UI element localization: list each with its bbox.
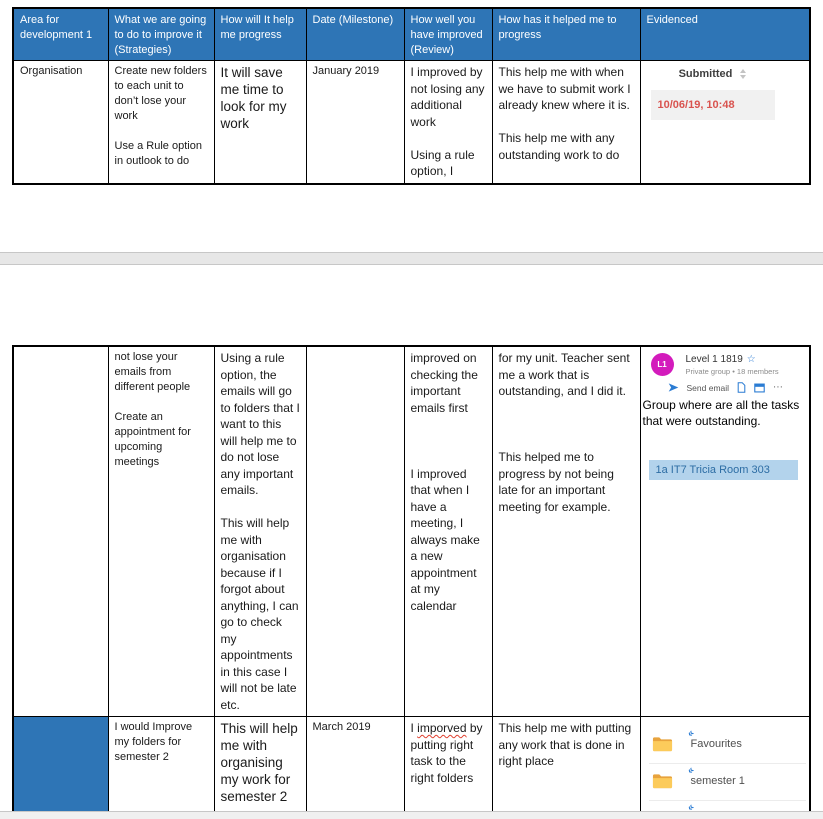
- cell-review: I improved by not losing any additional …: [403, 60, 493, 184]
- cell-area: Organisation: [12, 60, 109, 184]
- column-header-evidenced: Evidenced: [639, 7, 811, 61]
- cell-help: It will save me time to look for my work: [213, 60, 307, 184]
- column-header-date: Date (Milestone): [305, 7, 405, 61]
- calendar-icon[interactable]: [754, 383, 765, 393]
- cell-date-2: March 2019: [305, 716, 405, 819]
- send-email-icon[interactable]: [668, 382, 679, 393]
- column-header-help: How will It help me progress: [213, 7, 307, 61]
- cell-review-2: I imporved by putting right task to the …: [403, 716, 493, 819]
- column-header-progress: How has it helped me to progress: [491, 7, 641, 61]
- cell-area-continued: [12, 345, 109, 717]
- submission-timestamp: 10/06/19, 10:48: [650, 90, 775, 120]
- document-icon[interactable]: [737, 382, 746, 393]
- folder-icon: [652, 737, 672, 752]
- cell-strategies: Create new folders to each unit to don’t…: [107, 60, 215, 184]
- cell-date: January 2019: [305, 60, 405, 184]
- cell-evidence-submission: Submitted 10/06/19, 10:48: [639, 60, 811, 184]
- group-avatar: L1: [650, 353, 674, 376]
- cell-help-2: This will help me with organising my wor…: [213, 716, 307, 819]
- cell-progress-2: This help me with putting any work that …: [491, 716, 641, 819]
- teams-group-card: L1 Level 1 1819 ☆ Private group • 18 memb…: [650, 353, 805, 393]
- page-break-gap-bottom: [0, 811, 823, 819]
- cell-review-continued: improved on checking the important email…: [403, 345, 493, 717]
- column-header-strategies: What we are going to do to improve it (S…: [107, 7, 215, 61]
- group-title: Level 1 1819: [685, 354, 743, 365]
- room-channel-item[interactable]: 1a IT7 Tricia Room 303: [648, 460, 798, 480]
- group-subtitle: Private group • 18 members: [685, 367, 779, 376]
- misspelled-word: imporved: [417, 721, 467, 735]
- cell-progress: This help me with when we have to submit…: [491, 60, 641, 184]
- development-plan-table-page2: not lose your emails from different peop…: [12, 345, 811, 819]
- favourite-star-icon[interactable]: ☆: [746, 354, 756, 365]
- submitted-status: Submitted: [651, 68, 775, 80]
- send-email-label[interactable]: Send email: [686, 382, 730, 393]
- cell-strategies-continued: not lose your emails from different peop…: [107, 345, 215, 717]
- sort-arrows-icon[interactable]: [740, 69, 747, 80]
- folder-icon: [652, 774, 672, 789]
- cell-evidence-group: L1 Level 1 1819 ☆ Private group • 18 memb…: [639, 345, 811, 717]
- cell-progress-continued: for my unit. Teacher sent me a work that…: [491, 345, 641, 717]
- cell-date-empty: [305, 345, 405, 717]
- cell-area-blue: [12, 716, 109, 819]
- column-header-review: How well you have improved (Review): [403, 7, 493, 61]
- folder-item-semester1[interactable]: » semester 1: [648, 764, 806, 801]
- cell-evidence-folders: » Favourites » semester 1 » semester 2: [639, 716, 811, 819]
- page-break-gap: [0, 252, 823, 265]
- more-options-icon[interactable]: ⋯: [773, 382, 785, 393]
- cell-help-continued: Using a rule option, the emails will go …: [213, 345, 307, 717]
- column-header-area: Area for development 1: [12, 7, 109, 61]
- folder-item-favourites[interactable]: » Favourites: [648, 727, 806, 764]
- submitted-label: Submitted: [678, 68, 733, 80]
- development-plan-table-page1: Area for development 1 What we are going…: [12, 7, 811, 185]
- evidence-caption: Group where are all the tasks that were …: [642, 398, 800, 428]
- cell-strategies-2: I would Improve my folders for semester …: [107, 716, 215, 819]
